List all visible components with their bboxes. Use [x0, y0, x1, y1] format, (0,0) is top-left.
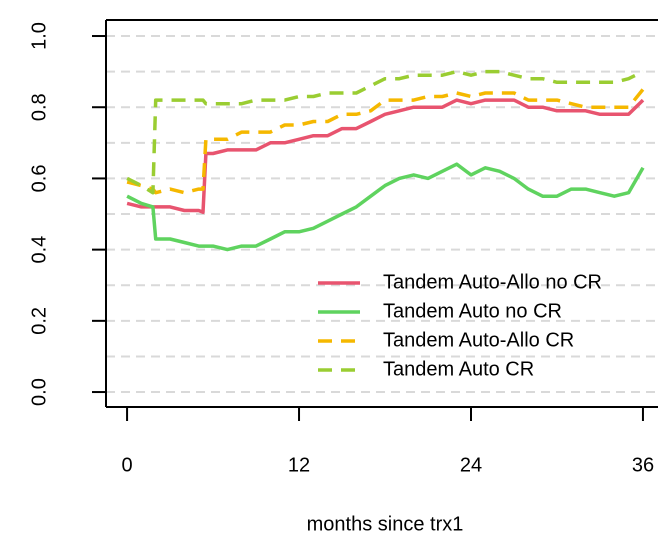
series-line	[126, 162, 645, 252]
y-tick-label: 0.6	[28, 165, 50, 193]
x-tick-label: 0	[122, 454, 133, 476]
legend-label: Tandem Auto no CR	[383, 300, 562, 322]
y-tick-label: 0.0	[28, 378, 50, 406]
x-axis-label: months since trx1	[307, 513, 464, 535]
series-line	[126, 69, 644, 195]
y-tick-label: 1.0	[28, 22, 50, 50]
x-tick-label: 12	[288, 454, 310, 476]
x-tick-label: 36	[632, 454, 654, 476]
legend-label: Tandem Auto-Allo no CR	[383, 271, 602, 293]
legend-label: Tandem Auto-Allo CR	[383, 329, 574, 351]
y-tick-label: 0.4	[28, 236, 50, 264]
series-line	[126, 98, 645, 215]
y-tick-label: 0.8	[28, 93, 50, 121]
series-line	[126, 88, 645, 195]
x-tick-label: 24	[460, 454, 482, 476]
legend-label: Tandem Auto CR	[383, 358, 534, 380]
y-tick-label: 0.2	[28, 307, 50, 335]
